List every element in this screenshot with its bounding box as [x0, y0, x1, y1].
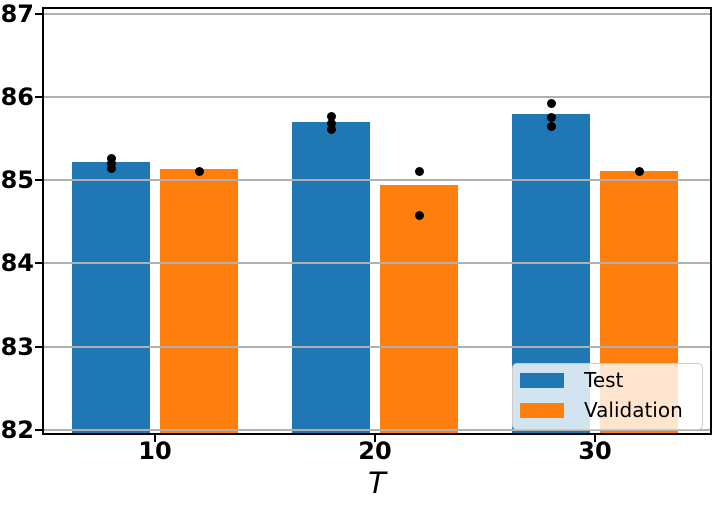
data-point — [106, 164, 116, 174]
y-tick-mark — [35, 345, 42, 348]
data-point — [546, 99, 556, 109]
data-point — [326, 124, 336, 134]
x-tick-mark — [374, 435, 376, 442]
legend-swatch-test — [520, 373, 564, 388]
legend-label-validation: Validation — [584, 398, 683, 422]
grid-line — [42, 262, 712, 265]
data-point — [326, 119, 336, 129]
y-tick-label: 84 — [0, 249, 34, 278]
data-point — [546, 113, 556, 123]
y-tick-mark — [35, 262, 42, 265]
bar-test-10 — [72, 161, 150, 435]
y-tick-label: 85 — [0, 166, 34, 195]
bar-test-20 — [292, 121, 370, 435]
y-tick-mark — [35, 95, 42, 98]
data-point — [634, 166, 644, 176]
data-point — [414, 210, 424, 220]
legend-label-test: Test — [584, 368, 624, 392]
x-axis-label: T — [368, 466, 386, 500]
data-point — [194, 166, 204, 176]
data-point — [106, 159, 116, 169]
grid-line — [42, 12, 712, 15]
x-tick-mark — [594, 435, 596, 442]
y-tick-mark — [35, 429, 42, 431]
x-tick-label: 30 — [578, 437, 612, 465]
legend-item-test: Test — [520, 368, 691, 393]
data-point — [106, 154, 116, 164]
grid-line — [42, 95, 712, 98]
bar-validation-10 — [160, 169, 238, 435]
data-point — [414, 167, 424, 177]
y-tick-label: 86 — [0, 82, 34, 111]
grid-line — [42, 345, 712, 348]
y-tick-label: 87 — [0, 0, 34, 28]
y-tick-mark — [35, 12, 42, 15]
x-tick-label: 10 — [138, 437, 172, 465]
data-point — [326, 112, 336, 122]
grid-line — [42, 179, 712, 182]
legend-item-validation: Validation — [520, 398, 691, 423]
y-tick-label: 82 — [0, 416, 34, 444]
legend-swatch-validation — [520, 403, 564, 418]
x-tick-label: 20 — [358, 437, 392, 465]
legend: Test Validation — [512, 363, 703, 430]
y-tick-mark — [35, 179, 42, 182]
y-tick-label: 83 — [0, 332, 34, 361]
x-tick-mark — [154, 435, 156, 442]
bar-validation-20 — [380, 185, 458, 435]
data-point — [546, 122, 556, 132]
